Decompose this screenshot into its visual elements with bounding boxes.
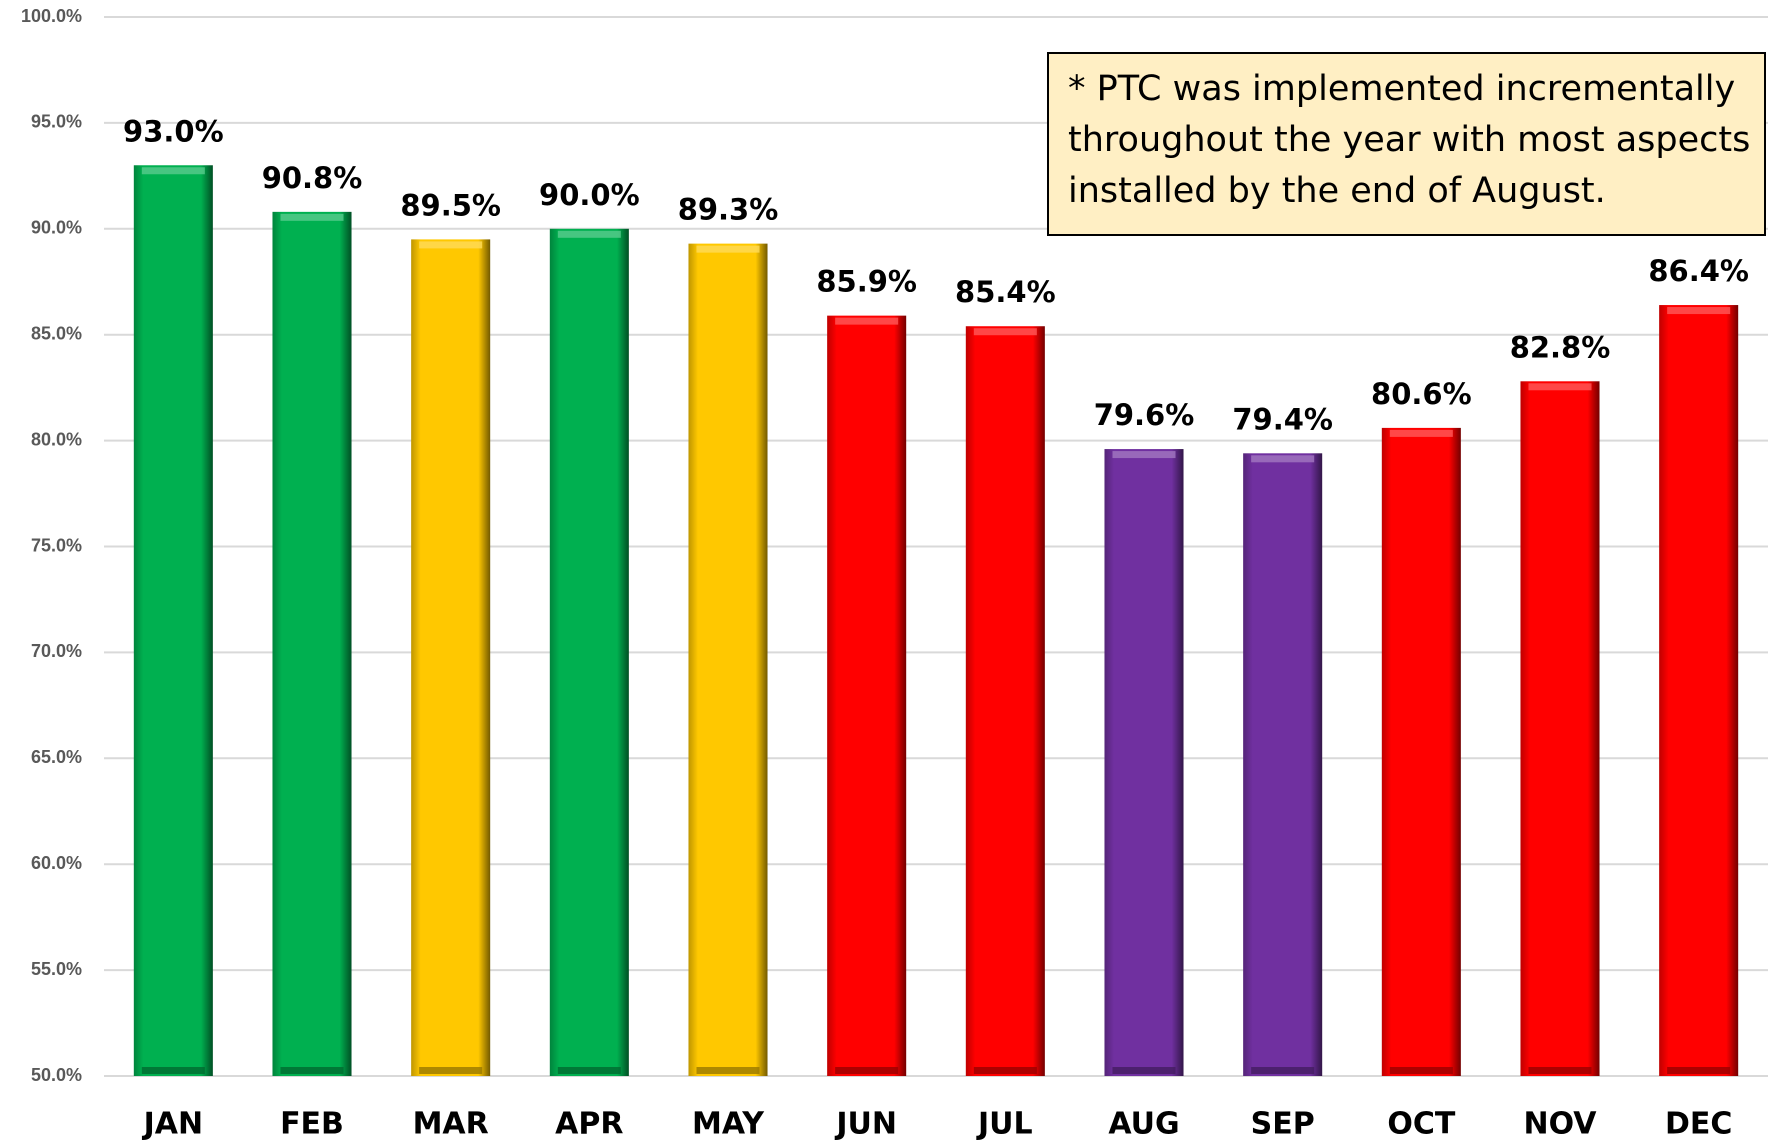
annotation-line: throughout the year with most aspects xyxy=(1068,120,1750,160)
bar xyxy=(965,326,1045,1076)
bar xyxy=(1381,427,1461,1077)
value-label: 85.4% xyxy=(955,275,1056,309)
x-tick-label: NOV xyxy=(1523,1107,1597,1140)
bar-bevel xyxy=(419,1067,483,1074)
bar xyxy=(1659,305,1739,1077)
bar-bevel xyxy=(1528,1067,1592,1074)
y-tick-label: 80.0% xyxy=(31,429,82,449)
value-label: 89.5% xyxy=(400,188,501,222)
value-label: 79.4% xyxy=(1232,402,1333,436)
value-label: 80.6% xyxy=(1371,377,1472,411)
x-tick-label: MAR xyxy=(413,1107,489,1140)
bar xyxy=(133,165,213,1076)
x-tick-label: OCT xyxy=(1387,1107,1456,1140)
bar-bevel xyxy=(835,317,899,325)
bar xyxy=(827,315,907,1076)
y-tick-label: 100.0% xyxy=(21,6,82,26)
bar-bevel xyxy=(1389,429,1453,437)
bar-bevel xyxy=(835,1067,899,1074)
bar-bevel xyxy=(696,1067,760,1074)
value-label: 86.4% xyxy=(1648,254,1749,288)
x-tick-label: JUL xyxy=(976,1107,1033,1140)
bar xyxy=(549,228,629,1077)
y-tick-label: 70.0% xyxy=(31,641,82,661)
bar-bevel xyxy=(557,230,621,238)
y-tick-label: 55.0% xyxy=(31,959,82,979)
y-tick-label: 85.0% xyxy=(31,323,82,343)
bar xyxy=(411,239,491,1076)
bar xyxy=(1104,449,1184,1076)
y-tick-label: 50.0% xyxy=(31,1065,82,1085)
bar-bevel xyxy=(1251,455,1315,463)
bar-bevel xyxy=(973,1067,1037,1074)
x-tick-label: JUN xyxy=(834,1107,897,1140)
value-label: 89.3% xyxy=(678,193,779,227)
bar-bevel xyxy=(1667,1067,1731,1074)
bar-bevel xyxy=(141,167,205,175)
x-tick-label: JAN xyxy=(142,1107,204,1140)
bar-bevel xyxy=(1667,307,1731,315)
value-label: 82.8% xyxy=(1510,330,1611,364)
x-tick-label: MAY xyxy=(692,1107,765,1140)
annotation-line: installed by the end of August. xyxy=(1068,171,1606,211)
annotation-line: * PTC was implemented incrementally xyxy=(1068,69,1735,109)
x-tick-label: DEC xyxy=(1665,1107,1732,1140)
bar-bevel xyxy=(141,1067,205,1074)
bar-bevel xyxy=(1112,451,1176,459)
value-label: 79.6% xyxy=(1094,398,1195,432)
x-tick-label: AUG xyxy=(1108,1107,1179,1140)
value-label: 90.8% xyxy=(262,161,363,195)
y-tick-label: 60.0% xyxy=(31,853,82,873)
bar-bevel xyxy=(419,241,483,249)
y-tick-label: 65.0% xyxy=(31,747,82,767)
bar xyxy=(1243,453,1323,1077)
bar xyxy=(688,243,768,1077)
x-tick-label: SEP xyxy=(1251,1107,1315,1140)
value-label: 93.0% xyxy=(123,114,224,148)
bar-bevel xyxy=(1528,383,1592,391)
annotation-box xyxy=(1047,52,1766,236)
bar xyxy=(1520,381,1600,1076)
bar-bevel xyxy=(1389,1067,1453,1074)
y-tick-label: 95.0% xyxy=(31,112,82,132)
y-tick-label: 90.0% xyxy=(31,218,82,238)
bar-bevel xyxy=(973,328,1037,336)
bar-bevel xyxy=(696,245,760,253)
bar-bevel xyxy=(280,1067,344,1074)
bar-bevel xyxy=(1112,1067,1176,1074)
bar-bevel xyxy=(280,213,344,221)
x-tick-label: APR xyxy=(555,1107,623,1140)
y-tick-label: 75.0% xyxy=(31,535,82,555)
value-label: 90.0% xyxy=(539,178,640,212)
bar-bevel xyxy=(557,1067,621,1074)
bar-bevel xyxy=(1251,1067,1315,1074)
bar xyxy=(272,211,352,1076)
value-label: 85.9% xyxy=(816,265,917,299)
x-tick-label: FEB xyxy=(280,1107,344,1140)
